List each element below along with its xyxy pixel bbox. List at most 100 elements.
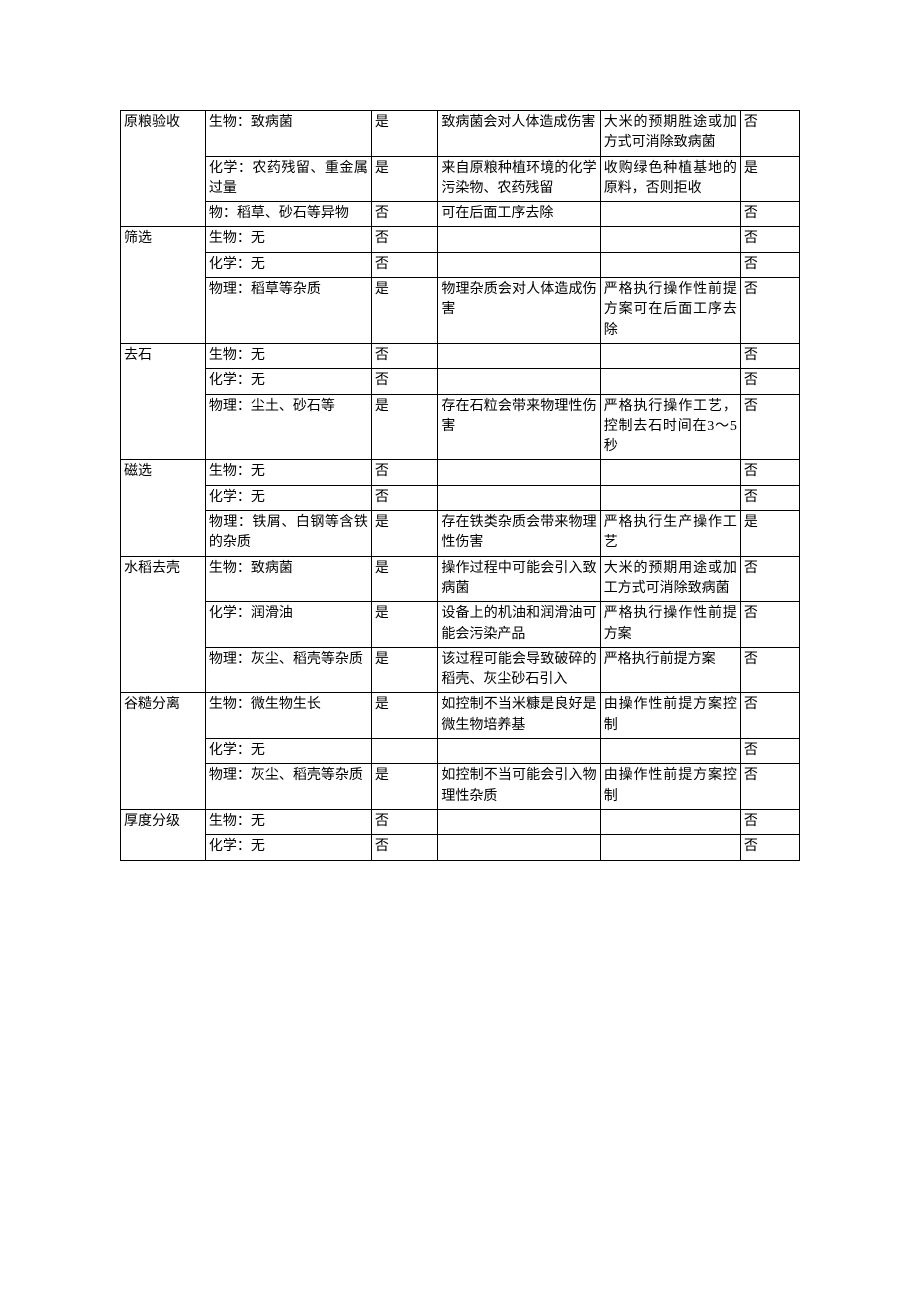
cell-c5: 严格执行生产操作工艺 [600, 511, 740, 557]
cell-c5 [600, 252, 740, 277]
table-row: 物理：尘土、砂石等是存在石粒会带来物理性伤害严格执行操作工艺，控制去石时间在3～… [121, 394, 800, 460]
cell-c3: 是 [371, 511, 437, 557]
cell-c2: 生物：无 [205, 343, 371, 368]
table-row: 物理：灰尘、稻壳等杂质是如控制不当可能会引入物理性杂质由操作性前提方案控制否 [121, 764, 800, 810]
cell-c6: 否 [740, 556, 799, 602]
cell-c6: 否 [740, 647, 799, 693]
cell-c2: 生物：致病菌 [205, 556, 371, 602]
cell-c6: 否 [740, 369, 799, 394]
cell-c4 [438, 369, 600, 394]
cell-c6: 否 [740, 693, 799, 739]
cell-c4: 如控制不当可能会引入物理性杂质 [438, 764, 600, 810]
table-row: 化学：农药残留、重金属过量是来自原粮种植环境的化学污染物、农药残留收购绿色种植基… [121, 156, 800, 202]
cell-c4: 操作过程中可能会引入致病菌 [438, 556, 600, 602]
cell-c4: 设备上的机油和润滑油可能会污染产品 [438, 602, 600, 648]
cell-c5: 大米的预期胜途或加方式可消除致病菌 [600, 111, 740, 157]
cell-c6: 否 [740, 278, 799, 344]
cell-c5: 收购绿色种植基地的原料，否则拒收 [600, 156, 740, 202]
table-row: 去石生物：无否否 [121, 343, 800, 368]
cell-c4: 来自原粮种植环境的化学污染物、农药残留 [438, 156, 600, 202]
cell-c2: 生物：无 [205, 227, 371, 252]
cell-c6: 否 [740, 394, 799, 460]
cell-c4 [438, 835, 600, 860]
cell-c5: 大米的预期用途或加工方式可消除致病菌 [600, 556, 740, 602]
process-step-cell: 筛选 [121, 227, 206, 343]
cell-c4 [438, 343, 600, 368]
cell-c4 [438, 739, 600, 764]
table-row: 化学：无否否 [121, 252, 800, 277]
cell-c5 [600, 202, 740, 227]
cell-c4: 如控制不当米糠是良好是微生物培养基 [438, 693, 600, 739]
cell-c2: 化学：无 [205, 485, 371, 510]
cell-c2: 物理：稻草等杂质 [205, 278, 371, 344]
cell-c3: 否 [371, 252, 437, 277]
cell-c5: 严格执行操作工艺，控制去石时间在3～5秒 [600, 394, 740, 460]
cell-c5 [600, 739, 740, 764]
cell-c2: 化学：无 [205, 252, 371, 277]
cell-c2: 物理：尘土、砂石等 [205, 394, 371, 460]
cell-c5 [600, 369, 740, 394]
cell-c5 [600, 227, 740, 252]
cell-c3: 是 [371, 111, 437, 157]
cell-c6: 否 [740, 460, 799, 485]
table-row: 厚度分级生物：无否否 [121, 809, 800, 834]
cell-c4 [438, 227, 600, 252]
cell-c2: 生物：微生物生长 [205, 693, 371, 739]
table-row: 磁选生物：无否否 [121, 460, 800, 485]
cell-c6: 否 [740, 111, 799, 157]
table-row: 化学：润滑油是设备上的机油和润滑油可能会污染产品严格执行操作性前提方案否 [121, 602, 800, 648]
table-row: 物：稻草、砂石等异物否可在后面工序去除否 [121, 202, 800, 227]
process-step-cell: 谷糙分离 [121, 693, 206, 809]
cell-c2: 物理：灰尘、稻壳等杂质 [205, 647, 371, 693]
cell-c6: 否 [740, 485, 799, 510]
cell-c6: 否 [740, 202, 799, 227]
cell-c3 [371, 739, 437, 764]
cell-c4: 物理杂质会对人体造成伤害 [438, 278, 600, 344]
cell-c6: 否 [740, 602, 799, 648]
cell-c3: 否 [371, 343, 437, 368]
table-row: 物理：稻草等杂质是物理杂质会对人体造成伤害严格执行操作性前提方案可在后面工序去除… [121, 278, 800, 344]
cell-c6: 否 [740, 343, 799, 368]
cell-c5: 由操作性前提方案控制 [600, 764, 740, 810]
cell-c6: 否 [740, 227, 799, 252]
table-row: 化学：无否否 [121, 485, 800, 510]
cell-c6: 是 [740, 511, 799, 557]
cell-c2: 物理：铁屑、白钢等含铁的杂质 [205, 511, 371, 557]
cell-c2: 生物：致病菌 [205, 111, 371, 157]
cell-c2: 生物：无 [205, 809, 371, 834]
cell-c3: 否 [371, 227, 437, 252]
cell-c4 [438, 252, 600, 277]
cell-c2: 生物：无 [205, 460, 371, 485]
cell-c4: 致病菌会对人体造成伤害 [438, 111, 600, 157]
cell-c2: 物：稻草、砂石等异物 [205, 202, 371, 227]
cell-c3: 是 [371, 647, 437, 693]
cell-c4 [438, 809, 600, 834]
cell-c5: 严格执行操作性前提方案可在后面工序去除 [600, 278, 740, 344]
hazard-analysis-table: 原粮验收生物：致病菌是致病菌会对人体造成伤害大米的预期胜途或加方式可消除致病菌否… [120, 110, 800, 861]
table-row: 谷糙分离生物：微生物生长是如控制不当米糠是良好是微生物培养基由操作性前提方案控制… [121, 693, 800, 739]
cell-c5 [600, 809, 740, 834]
cell-c3: 是 [371, 556, 437, 602]
cell-c5 [600, 485, 740, 510]
cell-c3: 否 [371, 835, 437, 860]
cell-c2: 化学：农药残留、重金属过量 [205, 156, 371, 202]
table-row: 筛选生物：无否否 [121, 227, 800, 252]
cell-c5: 严格执行前提方案 [600, 647, 740, 693]
cell-c3: 是 [371, 764, 437, 810]
cell-c5: 严格执行操作性前提方案 [600, 602, 740, 648]
document-page: 原粮验收生物：致病菌是致病菌会对人体造成伤害大米的预期胜途或加方式可消除致病菌否… [0, 0, 920, 891]
cell-c4: 存在石粒会带来物理性伤害 [438, 394, 600, 460]
table-row: 化学：无否否 [121, 835, 800, 860]
cell-c3: 是 [371, 693, 437, 739]
cell-c5 [600, 835, 740, 860]
cell-c3: 否 [371, 202, 437, 227]
table-row: 化学：无否 [121, 739, 800, 764]
process-step-cell: 水稻去壳 [121, 556, 206, 693]
cell-c6: 否 [740, 764, 799, 810]
table-row: 物理：铁屑、白钢等含铁的杂质是存在铁类杂质会带来物理性伤害严格执行生产操作工艺是 [121, 511, 800, 557]
cell-c5 [600, 460, 740, 485]
cell-c2: 化学：润滑油 [205, 602, 371, 648]
cell-c3: 是 [371, 278, 437, 344]
cell-c3: 是 [371, 394, 437, 460]
cell-c4: 可在后面工序去除 [438, 202, 600, 227]
